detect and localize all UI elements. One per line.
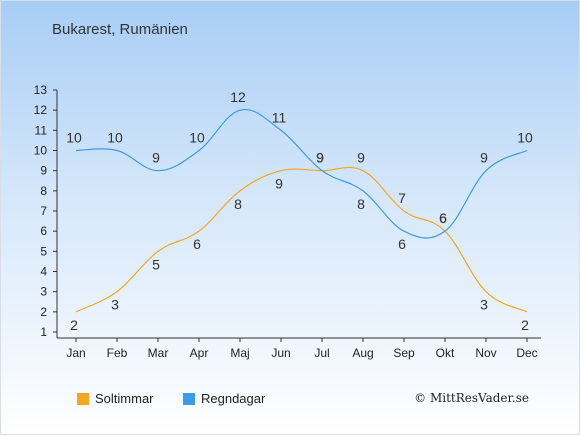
legend-item-regndagar: Regndagar [183, 391, 265, 406]
y-tick-label: 11 [35, 123, 48, 137]
x-tick-label: Nov [475, 346, 496, 360]
data-label-regndagar: 10 [107, 130, 123, 146]
y-tick-label: 8 [40, 184, 47, 198]
y-tick-label: 10 [34, 144, 48, 158]
data-label-soltimmar: 6 [439, 210, 447, 226]
series-line-regndagar [75, 108, 528, 239]
y-tick-label: 13 [34, 83, 48, 97]
y-tick-label: 2 [40, 305, 47, 319]
data-label-soltimmar: 6 [193, 236, 201, 252]
data-label-soltimmar: 9 [275, 176, 283, 192]
data-label-soltimmar: 9 [316, 150, 324, 166]
data-label-regndagar: 6 [439, 210, 447, 226]
data-label-soltimmar: 3 [480, 297, 488, 313]
data-label-regndagar: 11 [272, 109, 287, 125]
y-tick-label: 6 [40, 224, 47, 238]
legend-item-soltimmar: Soltimmar [77, 391, 154, 406]
data-label-regndagar: 10 [66, 130, 82, 146]
data-label-soltimmar: 7 [398, 190, 406, 206]
data-label-regndagar: 6 [398, 236, 406, 252]
y-tick-label: 7 [40, 204, 47, 218]
series-line-soltimmar [75, 166, 528, 313]
x-tick-label: Sep [393, 346, 415, 360]
data-label-soltimmar: 5 [152, 256, 160, 272]
x-tick-label: Aug [352, 346, 373, 360]
x-tick-label: Jan [66, 346, 85, 360]
legend-label-regndagar: Regndagar [201, 391, 266, 406]
x-tick-label: Maj [230, 346, 249, 360]
data-label-soltimmar: 8 [234, 196, 242, 212]
data-label-regndagar: 12 [230, 89, 246, 105]
data-label-regndagar: 9 [480, 150, 488, 166]
data-label-soltimmar: 2 [521, 317, 529, 333]
x-tick-label: Okt [436, 346, 455, 360]
x-tick-label: Apr [190, 346, 209, 360]
x-tick-label: Jun [271, 346, 290, 360]
x-tick-label: Mar [148, 346, 169, 360]
data-label-regndagar: 9 [316, 150, 324, 166]
y-tick-label: 12 [34, 103, 48, 117]
legend-swatch-regndagar [183, 392, 195, 405]
data-label-soltimmar: 9 [357, 150, 365, 166]
data-label-regndagar: 10 [189, 130, 205, 146]
y-tick-label: 3 [40, 285, 47, 299]
data-label-soltimmar: 2 [70, 317, 78, 333]
series-lines [75, 108, 528, 313]
legend-swatch-soltimmar [77, 392, 89, 405]
x-tick-label: Feb [107, 346, 128, 360]
data-label-regndagar: 10 [517, 130, 533, 146]
x-tick-label: Jul [314, 346, 329, 360]
data-label-regndagar: 9 [152, 150, 160, 166]
y-tick-label: 5 [40, 244, 47, 258]
y-tick-label: 4 [40, 265, 47, 279]
legend-label-soltimmar: Soltimmar [95, 391, 154, 406]
chart-title: Bukarest, Rumänien [52, 21, 188, 38]
data-label-soltimmar: 3 [111, 297, 119, 313]
y-tick-label: 1 [40, 325, 47, 339]
copyright-notice: © MittResVader.se [414, 391, 529, 405]
data-label-regndagar: 8 [357, 196, 365, 212]
x-tick-label: Dec [516, 346, 537, 360]
y-tick-label: 9 [40, 164, 47, 178]
